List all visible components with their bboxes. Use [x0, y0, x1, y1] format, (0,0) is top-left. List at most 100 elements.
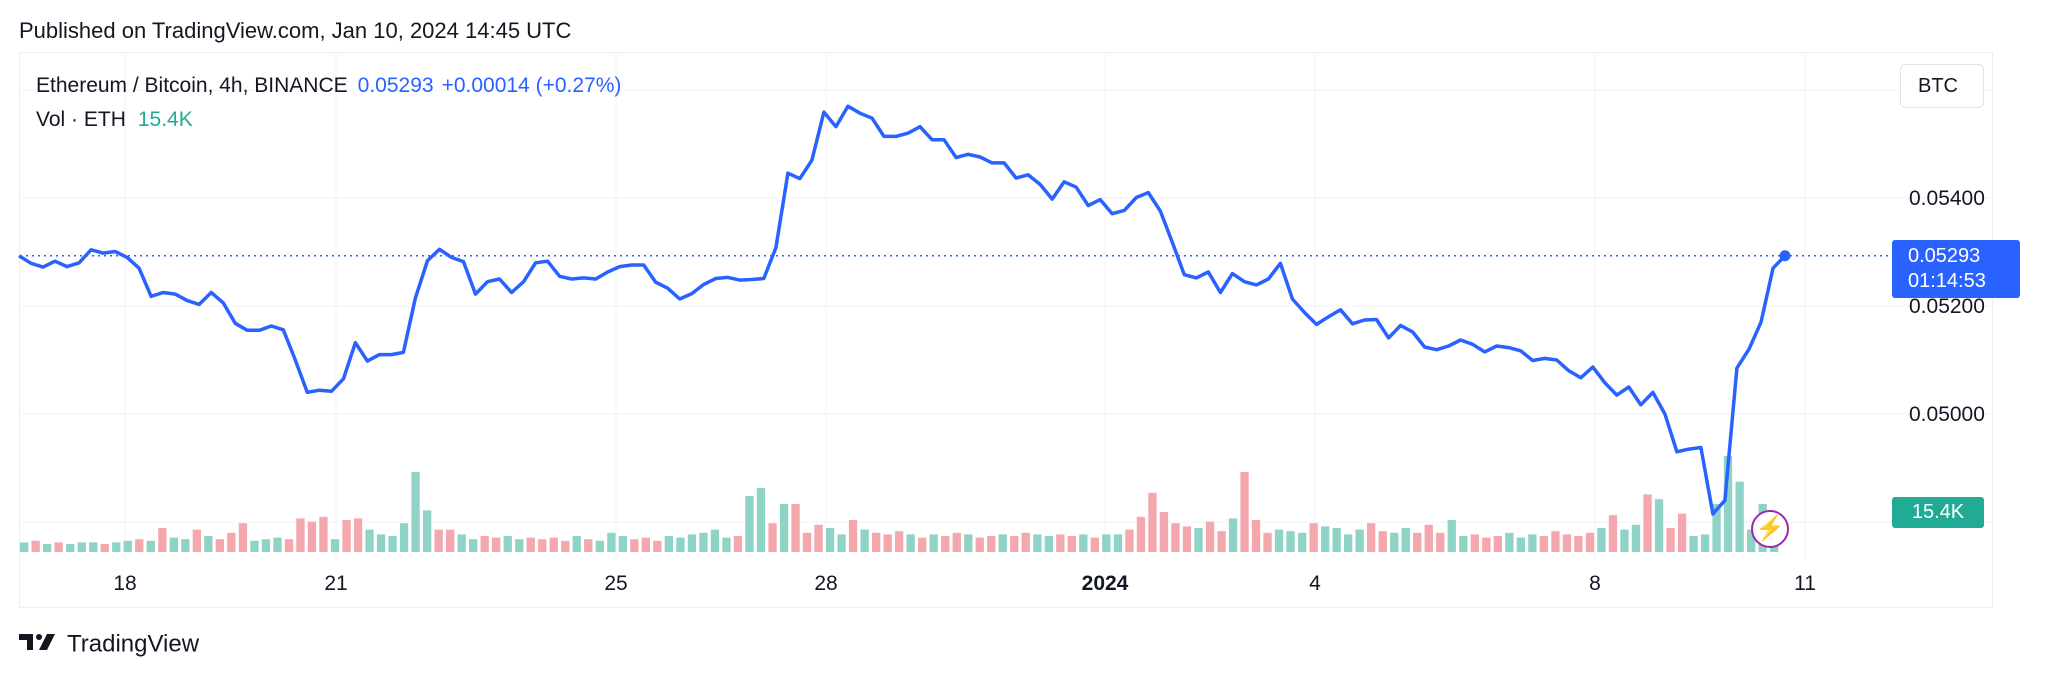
volume-bar — [388, 536, 397, 552]
volume-bar — [1677, 513, 1687, 552]
chart-frame — [19, 52, 1993, 608]
x-tick-label: 28 — [814, 572, 837, 595]
volume-bar — [1608, 515, 1618, 552]
volume-bar — [434, 529, 443, 552]
volume-bar — [1493, 536, 1502, 552]
volume-bar — [1125, 529, 1134, 552]
volume-bar — [848, 520, 858, 552]
volume-bar — [952, 532, 961, 552]
volume-bar — [561, 540, 570, 552]
volume-bar — [181, 539, 190, 552]
volume-bar — [1424, 524, 1433, 552]
volume-bar — [480, 536, 489, 552]
volume-bar — [1194, 528, 1203, 552]
volume-bar — [1505, 532, 1514, 552]
volume-bar — [330, 539, 340, 552]
volume-bar — [1401, 528, 1410, 552]
volume-bar — [837, 534, 846, 552]
bar-countdown: 01:14:53 — [1908, 270, 1986, 292]
volume-bar — [1056, 534, 1065, 552]
volume-bar — [307, 521, 317, 552]
last-price-tag: 0.05293 01:14:53 — [1892, 240, 2020, 298]
currency-button[interactable]: BTC — [1900, 64, 1984, 108]
volume-bar — [215, 539, 224, 552]
volume-bar — [492, 537, 501, 552]
volume-bar — [1148, 492, 1157, 552]
price-series-line — [18, 104, 1787, 516]
volume-bar — [284, 539, 294, 552]
volume-bar — [227, 532, 236, 552]
volume-bar — [1528, 534, 1537, 552]
volume-bar — [1447, 520, 1456, 552]
volume-bar — [964, 534, 973, 552]
volume-bar — [1643, 494, 1652, 552]
volume-bar — [1574, 536, 1583, 552]
x-tick-label: 18 — [113, 572, 136, 595]
volume-legend[interactable]: Vol · ETH 15.4K — [36, 108, 193, 132]
volume-bar — [158, 528, 167, 552]
volume-bar — [112, 542, 121, 552]
volume-bar — [204, 536, 213, 552]
volume-bar — [883, 534, 892, 552]
volume-bar — [1551, 531, 1560, 552]
volume-bar — [169, 537, 178, 552]
volume-bar — [549, 537, 558, 552]
volume-bar — [100, 544, 109, 552]
volume-bar — [31, 540, 40, 552]
volume-bar — [1044, 536, 1053, 552]
volume-bar — [319, 516, 328, 552]
symbol-legend[interactable]: Ethereum / Bitcoin, 4h, BINANCE 0.05293 +0… — [36, 74, 621, 98]
volume-bar — [1367, 523, 1376, 552]
symbol-name: Ethereum / Bitcoin, 4h, BINANCE — [36, 74, 348, 97]
volume-bar — [1620, 529, 1629, 552]
last-price-dot — [1779, 250, 1791, 262]
volume-bar — [1251, 520, 1261, 552]
volume-bar — [123, 540, 132, 552]
volume-bar — [1747, 529, 1756, 552]
volume-bar — [1228, 518, 1238, 552]
volume-bar — [1079, 534, 1088, 552]
volume-bar — [825, 528, 835, 552]
volume-bar — [1654, 499, 1664, 552]
volume-bar — [1067, 536, 1076, 552]
volume-bar — [653, 540, 662, 552]
volume-bar — [1355, 529, 1364, 552]
volume-bar — [89, 542, 98, 552]
volume-bar — [1113, 534, 1123, 552]
volume-bar — [595, 540, 604, 552]
volume-bar — [860, 529, 869, 552]
volume-bar — [1136, 516, 1146, 552]
volume-bar — [664, 536, 673, 552]
volume-bar — [1689, 536, 1698, 552]
volume-value: 15.4K — [137, 108, 193, 131]
volume-bar — [1459, 536, 1468, 552]
volume-bar — [998, 534, 1007, 552]
volume-bar — [941, 536, 950, 552]
last-price-value: 0.05293 — [1908, 245, 1981, 267]
volume-bar — [1562, 534, 1572, 552]
x-axis-labels: 18 21 25 28 2024 4 8 11 — [113, 572, 1816, 595]
volume-bar — [238, 523, 248, 552]
volume-bar — [423, 510, 432, 552]
volume-bar — [1286, 531, 1295, 552]
volume-bar — [710, 529, 720, 552]
volume-bar — [515, 539, 524, 552]
volume-tag: 15.4K — [1892, 497, 1984, 528]
lightning-icon[interactable]: ⚡ — [1751, 510, 1789, 548]
volume-bar — [1470, 534, 1479, 552]
volume-bar — [1033, 534, 1042, 552]
volume-bar — [1390, 532, 1399, 552]
volume-bar — [353, 518, 363, 552]
legend-change: +0.00014 (+0.27%) — [441, 74, 622, 97]
volume-bar — [802, 532, 812, 552]
volume-bar — [1413, 532, 1422, 552]
volume-bar — [411, 472, 420, 552]
brand-footer[interactable]: TradingView — [19, 630, 199, 659]
volume-bar — [929, 534, 938, 552]
volume-bar — [906, 534, 915, 552]
volume-bar — [1090, 537, 1099, 552]
legend-price: 0.05293 — [357, 74, 434, 97]
volume-bar — [814, 524, 823, 552]
x-tick-label: 4 — [1309, 572, 1321, 595]
